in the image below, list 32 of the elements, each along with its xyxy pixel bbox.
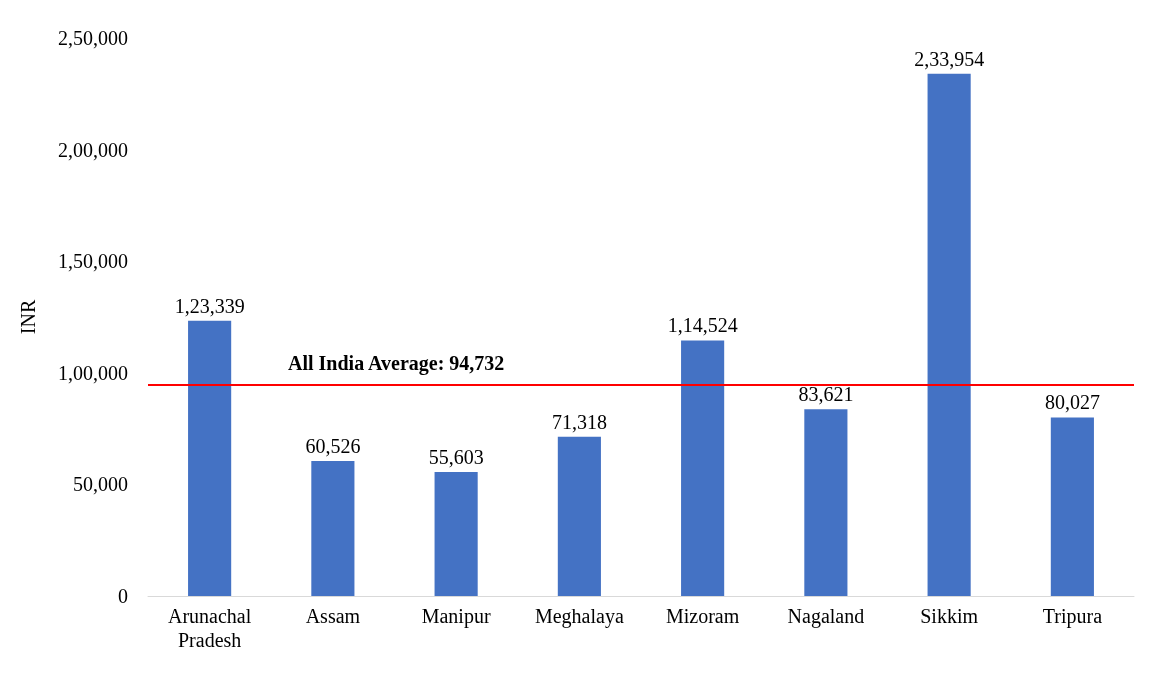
bar	[927, 73, 971, 596]
x-tick-label: Assam	[305, 605, 361, 627]
y-tick-label: 1,00,000	[58, 361, 128, 384]
x-tick-label: Nagaland	[787, 605, 865, 628]
y-tick-label: 2,50,000	[58, 27, 128, 49]
data-label: 1,14,524	[667, 314, 738, 337]
x-tick-label: Arunachal Pradesh	[167, 605, 252, 651]
data-label: 55,603	[428, 445, 484, 468]
x-tick-label: Manipur	[421, 605, 491, 628]
y-axis-title: INR	[17, 299, 39, 335]
x-tick-label: Meghalaya	[534, 605, 624, 628]
x-tick-label: Sikkim	[920, 605, 979, 627]
y-tick-label: 2,00,000	[58, 138, 128, 161]
bar	[188, 320, 232, 596]
data-label: 60,526	[305, 434, 361, 457]
bar	[1050, 417, 1094, 596]
bar	[681, 340, 725, 596]
data-label: 80,027	[1044, 391, 1100, 414]
y-tick-label: 50,000	[73, 473, 128, 496]
y-tick-label: 1,50,000	[58, 250, 128, 273]
x-tick-label: Tripura	[1042, 605, 1103, 628]
data-label: 83,621	[798, 383, 854, 406]
x-tick-label: Mizoram	[665, 605, 740, 627]
bar	[557, 436, 601, 596]
y-tick-label: 0	[118, 585, 128, 607]
bar	[311, 460, 355, 596]
bar	[434, 471, 478, 596]
bar	[804, 409, 848, 596]
ref-line-label: All India Average: 94,732	[288, 351, 505, 375]
data-label: 1,23,339	[174, 294, 245, 317]
data-label: 2,33,954	[914, 47, 985, 70]
data-label: 71,318	[551, 410, 607, 433]
